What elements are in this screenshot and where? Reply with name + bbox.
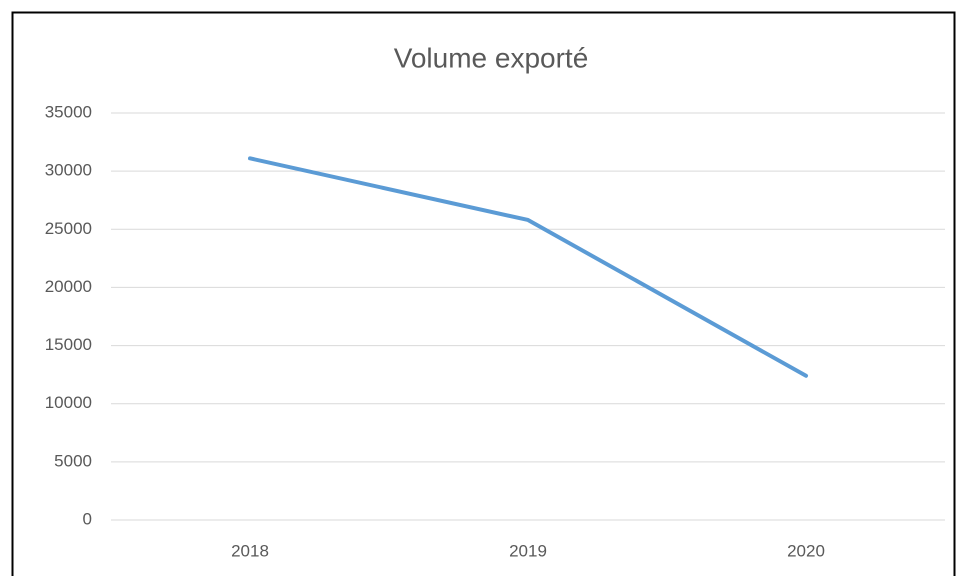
x-tick-label: 2019 — [509, 541, 547, 560]
data-line — [248, 156, 808, 378]
y-tick-label: 35000 — [45, 102, 92, 121]
y-tick-label: 10000 — [45, 393, 92, 412]
y-tick-label: 5000 — [54, 451, 92, 470]
y-tick-label: 25000 — [45, 219, 92, 238]
y-tick-label: 15000 — [45, 335, 92, 354]
x-tick-label: 2018 — [231, 541, 269, 560]
y-tick-label: 30000 — [45, 161, 92, 180]
chart-border — [11, 11, 956, 576]
chart-title: Volume exporté — [394, 42, 589, 73]
y-tick-label: 0 — [83, 509, 92, 528]
x-tick-label: 2020 — [787, 541, 825, 560]
y-tick-label: 20000 — [45, 277, 92, 296]
